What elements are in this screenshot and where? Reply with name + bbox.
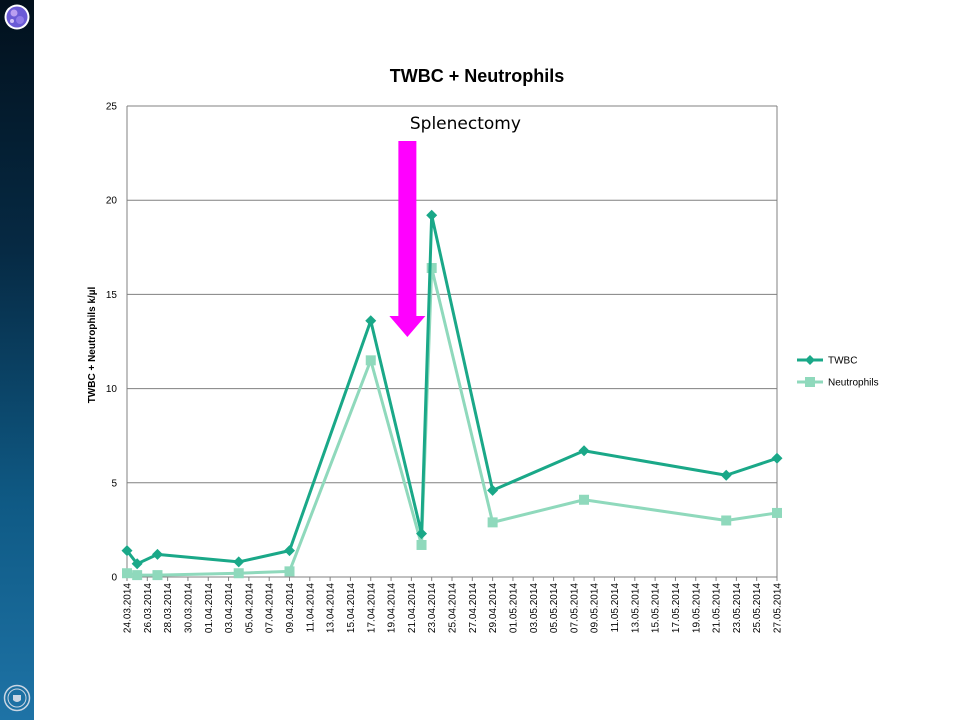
- neutrophils-point: [132, 570, 143, 581]
- annotation-label: Splenectomy: [410, 114, 521, 134]
- x-tick-label: 15.04.2014: [346, 583, 357, 633]
- neutrophils-point: [284, 566, 295, 577]
- x-tick-label: 01.05.2014: [508, 583, 519, 633]
- x-tick-label: 09.04.2014: [285, 583, 296, 633]
- y-tick-label: 0: [111, 573, 117, 584]
- twbc-point: [365, 315, 377, 327]
- twbc-point: [426, 209, 438, 221]
- y-axis-ticks: 0 5 10 15 20 25: [106, 102, 118, 584]
- twbc-point: [771, 452, 783, 464]
- x-tick-label: 15.05.2014: [651, 583, 662, 633]
- series-line-neutrophils: [126, 266, 778, 577]
- x-tick-label: 13.05.2014: [630, 583, 641, 633]
- x-tick-label: 03.04.2014: [224, 583, 235, 633]
- x-tick-label: 09.05.2014: [590, 583, 601, 633]
- x-tick-label: 27.04.2014: [468, 583, 479, 633]
- x-tick-label: 21.04.2014: [407, 583, 418, 633]
- x-tick-label: 23.04.2014: [427, 583, 438, 633]
- x-tick-label: 11.04.2014: [305, 583, 316, 633]
- twbc-point: [487, 484, 499, 496]
- legend-label: Neutrophils: [828, 378, 879, 389]
- x-tick-label: 01.04.2014: [204, 583, 215, 633]
- gridlines: [126, 105, 778, 578]
- neutrophils-point: [721, 515, 732, 526]
- x-tick-label: 21.05.2014: [712, 583, 723, 633]
- twbc-point: [578, 445, 590, 457]
- y-tick-label: 20: [106, 196, 118, 207]
- x-tick-label: 05.05.2014: [549, 583, 560, 633]
- series-layer: [121, 209, 783, 581]
- legend-marker-neutrophils: [805, 377, 815, 387]
- y-tick-label: 25: [106, 102, 118, 113]
- x-tick-label: 11.05.2014: [610, 583, 621, 633]
- x-tick-label: 03.05.2014: [529, 583, 540, 633]
- neutrophils-point: [416, 539, 427, 550]
- neutrophils-point: [122, 568, 132, 579]
- twbc-point: [284, 545, 295, 557]
- x-tick-label: 29.04.2014: [488, 583, 499, 633]
- x-tick-label: 28.03.2014: [163, 583, 174, 633]
- neutrophils-point: [426, 263, 437, 274]
- x-tick-label: 24.03.2014: [123, 583, 134, 633]
- neutrophils-point: [772, 507, 782, 518]
- chart-title: TWBC + Neutrophils: [390, 66, 565, 86]
- y-tick-label: 10: [106, 384, 118, 395]
- x-tick-label: 05.04.2014: [244, 583, 255, 633]
- splenectomy-annotation: Splenectomy: [389, 114, 521, 337]
- neutrophils-point: [487, 517, 498, 528]
- y-tick-label: 15: [106, 290, 118, 301]
- y-tick-label: 5: [111, 478, 117, 489]
- x-tick-label: 07.04.2014: [265, 583, 276, 633]
- x-tick-label: 17.04.2014: [366, 583, 377, 633]
- crest-logo-icon: [3, 684, 31, 712]
- neutrophils-point: [579, 494, 590, 505]
- twbc-point: [720, 469, 732, 481]
- globe-logo-icon: [4, 4, 30, 30]
- x-tick-label: 25.04.2014: [448, 583, 459, 633]
- x-tick-label: 19.05.2014: [691, 583, 702, 633]
- x-tick-label: 19.04.2014: [387, 583, 398, 633]
- twbc-point: [151, 548, 163, 560]
- x-tick-label: 17.05.2014: [671, 583, 682, 633]
- neutrophils-point: [365, 355, 376, 366]
- legend: TWBC Neutrophils: [797, 355, 879, 389]
- x-tick-label: 13.04.2014: [326, 583, 337, 633]
- neutrophils-point: [233, 568, 244, 579]
- series-line-twbc: [125, 213, 778, 566]
- down-arrow-icon: [389, 141, 426, 337]
- y-axis-label: TWBC + Neutrophils k/µl: [87, 286, 98, 403]
- twbc-point: [233, 556, 245, 568]
- legend-label: TWBC: [828, 356, 857, 367]
- x-tick-label: 27.05.2014: [773, 583, 784, 633]
- x-tick-label: 23.05.2014: [732, 583, 743, 633]
- x-axis-ticks: 24.03.2014 26.03.2014 28.03.2014 30.03.2014…: [123, 577, 784, 633]
- x-tick-label: 26.03.2014: [143, 583, 154, 633]
- x-tick-label: 30.03.2014: [183, 583, 194, 633]
- sidebar-band: [0, 0, 34, 720]
- x-tick-label: 07.05.2014: [569, 583, 580, 633]
- twbc-point: [131, 558, 143, 570]
- legend-marker-twbc: [805, 355, 815, 365]
- twbc-point: [416, 528, 428, 540]
- neutrophils-point: [152, 570, 163, 581]
- twbc-point: [121, 545, 133, 557]
- x-tick-label: 25.05.2014: [752, 583, 763, 633]
